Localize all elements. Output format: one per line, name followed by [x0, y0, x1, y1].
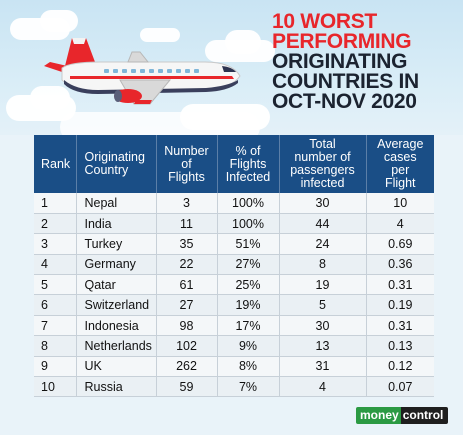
cell-flights: 262 [155, 356, 217, 378]
table-row: 6 Switzerland 27 19% 5 0.19 [34, 294, 434, 316]
cell-pct-infected: 100% [216, 213, 279, 235]
cell-passengers: 8 [278, 254, 366, 276]
cell-rank: 10 [34, 376, 76, 398]
cell-pct-infected: 17% [216, 315, 279, 337]
cell-pct-infected: 25% [216, 274, 279, 296]
table-row: 7 Indonesia 98 17% 30 0.31 [34, 315, 434, 337]
cell-country: Germany [75, 254, 156, 276]
cell-rank: 4 [34, 254, 76, 276]
cell-country: Switzerland [75, 294, 156, 316]
cell-country: UK [75, 356, 156, 378]
cell-country: Turkey [75, 233, 156, 255]
cell-pct-infected: 51% [216, 233, 279, 255]
cell-country: Russia [75, 376, 156, 398]
headline-line: 10 WORST [272, 10, 377, 33]
cell-flights: 102 [155, 335, 217, 357]
table-row: 8 Netherlands 102 9% 13 0.13 [34, 335, 434, 357]
cell-average: 4 [365, 213, 434, 235]
airplane-icon [44, 38, 241, 105]
cell-pct-infected: 8% [216, 356, 279, 378]
table-row: 3 Turkey 35 51% 24 0.69 [34, 233, 434, 255]
cell-passengers: 44 [278, 213, 366, 235]
cell-average: 0.13 [365, 335, 434, 357]
cell-flights: 59 [155, 376, 217, 398]
cell-rank: 2 [34, 213, 76, 235]
cell-country: Indonesia [75, 315, 156, 337]
header-rank: Rank [34, 135, 76, 193]
cell-average: 0.07 [365, 376, 434, 398]
moneycontrol-logo: money control [356, 407, 449, 424]
headline-line: OCT-NOV 2020 [272, 90, 417, 113]
cell-average: 0.69 [365, 233, 434, 255]
cell-passengers: 19 [278, 274, 366, 296]
headline-line: PERFORMING [272, 30, 412, 53]
table-header-row: Rank Originating Country Number of Flights … [34, 135, 434, 193]
cell-passengers: 30 [278, 193, 366, 214]
data-table-container: Rank Originating Country Number of Flights … [34, 135, 434, 398]
cell-flights: 27 [155, 294, 217, 316]
cell-average: 0.12 [365, 356, 434, 378]
cell-flights: 98 [155, 315, 217, 337]
cell-country: Nepal [75, 193, 156, 214]
cell-rank: 7 [34, 315, 76, 337]
cell-pct-infected: 100% [216, 193, 279, 214]
cell-rank: 9 [34, 356, 76, 378]
table-row: 10 Russia 59 7% 4 0.07 [34, 376, 434, 398]
cell-passengers: 5 [278, 294, 366, 316]
cell-passengers: 4 [278, 376, 366, 398]
headline-line: COUNTRIES IN [272, 70, 419, 93]
cloud-icon [40, 10, 78, 32]
cloud-icon [140, 28, 180, 42]
headline-line: ORIGINATING [272, 50, 408, 73]
table-row: 2 India 11 100% 44 4 [34, 213, 434, 235]
cell-pct-infected: 19% [216, 294, 279, 316]
cell-country: India [75, 213, 156, 235]
cell-rank: 5 [34, 274, 76, 296]
header-flights: Number of Flights [155, 135, 217, 193]
cell-average: 10 [365, 193, 434, 214]
cloud-icon [30, 86, 70, 110]
header-average: Average cases per Flight [365, 135, 434, 193]
table-row: 4 Germany 22 27% 8 0.36 [34, 254, 434, 276]
header-passengers: Total number of passengers infected [278, 135, 366, 193]
cell-passengers: 13 [278, 335, 366, 357]
cell-pct-infected: 27% [216, 254, 279, 276]
cell-flights: 61 [155, 274, 217, 296]
cell-pct-infected: 7% [216, 376, 279, 398]
cell-passengers: 24 [278, 233, 366, 255]
cell-country: Netherlands [75, 335, 156, 357]
data-table: Rank Originating Country Number of Flights … [34, 135, 434, 398]
table-row: 9 UK 262 8% 31 0.12 [34, 356, 434, 378]
cell-rank: 3 [34, 233, 76, 255]
cloud-icon [180, 104, 270, 130]
header-pct-infected: % of Flights Infected [216, 135, 279, 193]
cloud-icon [225, 30, 261, 54]
table-row: 5 Qatar 61 25% 19 0.31 [34, 274, 434, 296]
cell-passengers: 30 [278, 315, 366, 337]
cell-pct-infected: 9% [216, 335, 279, 357]
page-title: 10 WORST PERFORMING ORIGINATING COUNTRIE… [272, 10, 462, 113]
cell-flights: 11 [155, 213, 217, 235]
cell-passengers: 31 [278, 356, 366, 378]
table-row: 1 Nepal 3 100% 30 10 [34, 193, 434, 214]
header-country: Originating Country [75, 135, 156, 193]
cell-rank: 8 [34, 335, 76, 357]
cell-flights: 3 [155, 193, 217, 214]
cell-flights: 22 [155, 254, 217, 276]
cell-country: Qatar [75, 274, 156, 296]
sky-banner: 10 WORST PERFORMING ORIGINATING COUNTRIE… [0, 0, 463, 135]
cell-average: 0.19 [365, 294, 434, 316]
cell-flights: 35 [155, 233, 217, 255]
cell-average: 0.36 [365, 254, 434, 276]
cell-average: 0.31 [365, 315, 434, 337]
cell-rank: 1 [34, 193, 76, 214]
cell-average: 0.31 [365, 274, 434, 296]
cell-rank: 6 [34, 294, 76, 316]
